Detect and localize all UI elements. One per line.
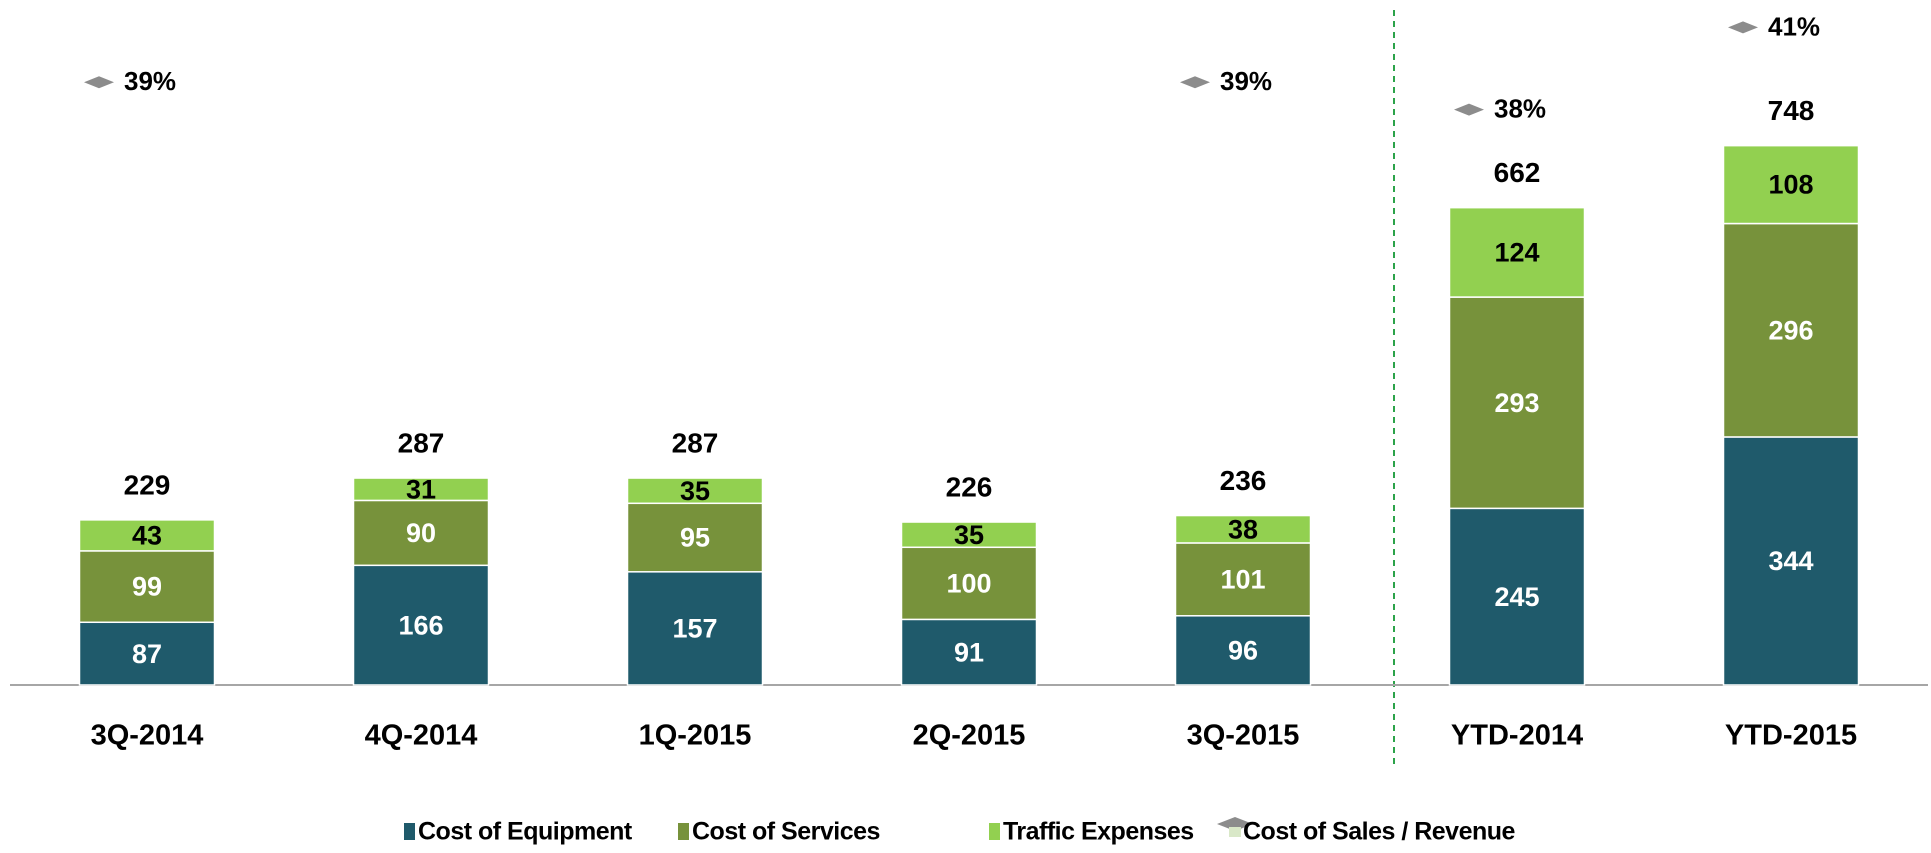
legend-label: Cost of Equipment <box>418 818 633 846</box>
bar-segment <box>1174 514 1312 544</box>
x-tick-label: 2Q-2015 <box>913 720 1026 752</box>
x-tick-label: 3Q-2014 <box>91 720 204 752</box>
marker <box>1180 76 1210 89</box>
total-label: 226 <box>946 471 993 502</box>
data-label: 101 <box>1220 564 1265 594</box>
data-label: 95 <box>680 523 710 553</box>
marker <box>1454 103 1484 116</box>
data-label: 35 <box>680 476 710 506</box>
data-label: 38% <box>1494 93 1546 123</box>
data-label: 91 <box>954 637 984 667</box>
bar-segment <box>78 621 216 686</box>
legend-swatch <box>678 823 689 840</box>
total-label: 662 <box>1494 157 1541 188</box>
data-label: 166 <box>398 610 443 640</box>
legend-label: Cost of Sales / Revenue <box>1243 818 1516 846</box>
data-label: 99 <box>132 572 162 602</box>
bar-segment <box>352 499 490 567</box>
bar-segment <box>626 477 764 505</box>
bar-segment <box>900 546 1038 621</box>
total-label: 287 <box>672 427 719 458</box>
x-tick-label: 1Q-2015 <box>639 720 752 752</box>
data-label: 39% <box>1220 66 1272 96</box>
data-label: 100 <box>946 568 991 598</box>
legend-swatch <box>989 823 1000 840</box>
bar-segment <box>900 618 1038 686</box>
bar-segment <box>352 564 490 686</box>
bar-segment <box>1448 206 1586 298</box>
total-label: 236 <box>1220 465 1267 496</box>
bar-segment <box>78 519 216 552</box>
data-label: 90 <box>406 518 436 548</box>
data-label: 293 <box>1494 388 1539 418</box>
total-label: 287 <box>398 427 445 458</box>
data-label: 108 <box>1768 170 1813 200</box>
marker <box>1728 21 1758 34</box>
total-label: 748 <box>1768 95 1815 126</box>
bar-segment <box>1448 296 1586 510</box>
x-tick-label: 3Q-2015 <box>1187 720 1300 752</box>
total-label: 229 <box>124 469 171 500</box>
bar-segment <box>900 521 1038 549</box>
bar-segment <box>1174 615 1312 686</box>
data-label: 87 <box>132 639 162 669</box>
data-label: 344 <box>1768 546 1813 576</box>
data-label: 43 <box>132 521 162 551</box>
bar-segment <box>626 502 764 573</box>
data-label: 35 <box>954 520 984 550</box>
legend-swatch <box>404 823 415 840</box>
data-label: 31 <box>406 474 436 504</box>
marker <box>84 76 114 89</box>
data-label: 245 <box>1494 582 1539 612</box>
data-label: 296 <box>1768 315 1813 345</box>
legend-marker <box>1217 817 1253 831</box>
legend-swatch <box>1229 827 1241 837</box>
x-tick-label: 4Q-2014 <box>365 720 478 752</box>
bar-segment <box>1722 436 1860 686</box>
data-label: 96 <box>1228 636 1258 666</box>
bar-segment <box>1722 222 1860 438</box>
data-label: 124 <box>1494 237 1539 267</box>
legend-label: Cost of Services <box>692 818 880 846</box>
legend-label: Traffic Expenses <box>1003 818 1194 846</box>
bar-segment <box>1174 542 1312 617</box>
data-label: 157 <box>672 614 717 644</box>
x-tick-label: YTD-2014 <box>1451 720 1583 752</box>
data-label: 38 <box>1228 514 1258 544</box>
x-tick-label: YTD-2015 <box>1725 720 1857 752</box>
data-label: 39% <box>124 66 176 96</box>
data-label: 41% <box>1768 11 1820 41</box>
bar-segment <box>352 477 490 502</box>
bar-segment <box>1448 507 1586 686</box>
bar-segment <box>1722 144 1860 225</box>
